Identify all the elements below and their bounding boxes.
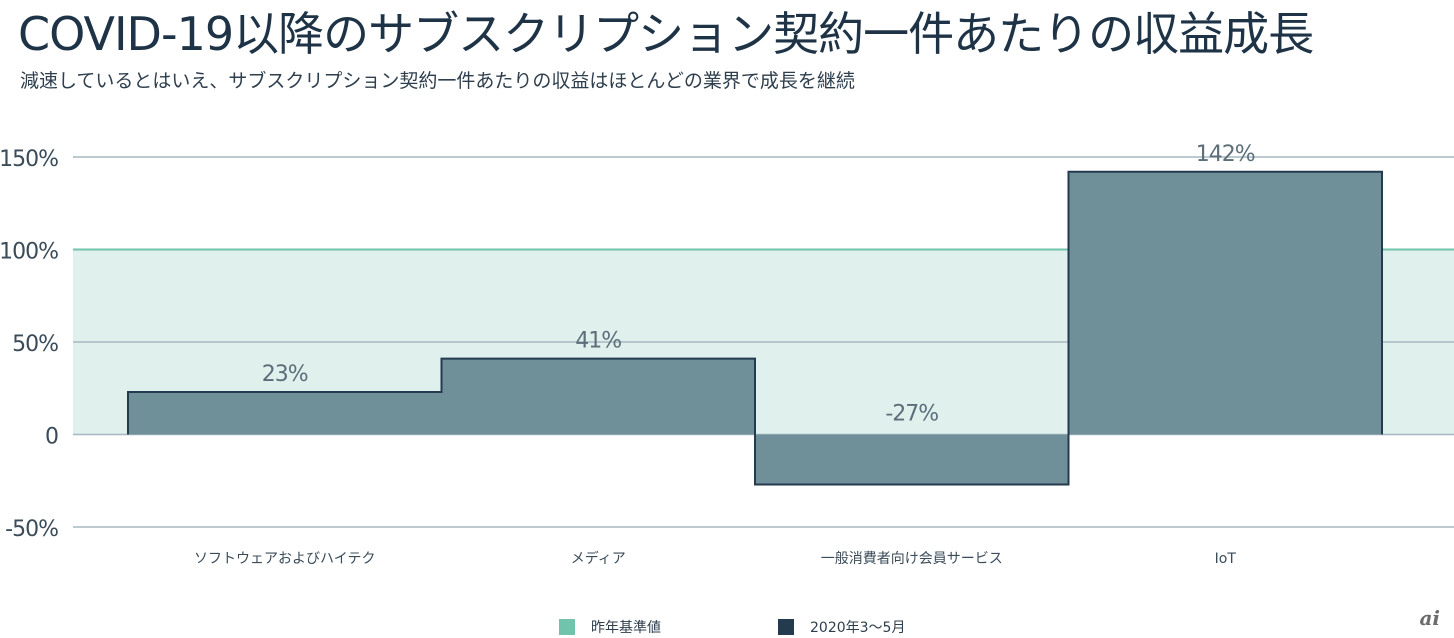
data-label: -27%	[885, 402, 938, 427]
bar-chart: 150% 100% 50% 0 -50% 23% 41% -27% 142% ソフトウェアおよ…	[0, 142, 1454, 567]
legend-label-series: 2020年3〜5月	[810, 620, 906, 636]
bar	[441, 358, 755, 435]
y-tick-label: 150%	[0, 147, 58, 172]
legend: 昨年基準値 2020年3〜5月	[0, 617, 1454, 637]
y-tick-label: 0	[45, 425, 58, 450]
bar	[128, 391, 442, 435]
bar	[755, 434, 1069, 485]
y-tick-label: -50%	[5, 517, 58, 542]
legend-label-baseline: 昨年基準値	[591, 620, 661, 636]
x-tick-label: メディア	[571, 550, 626, 567]
legend-item-baseline: 昨年基準値	[559, 617, 661, 637]
y-tick-label: 100%	[0, 240, 58, 265]
chart-subtitle: 減速しているとはいえ、サブスクリプション契約一件あたりの収益はほとんどの業界で成…	[20, 70, 855, 92]
ai-logo: ai	[1419, 606, 1440, 630]
x-tick-label: 一般消費者向け会員サービス	[821, 551, 1003, 567]
chart-title: COVID-19以降のサブスクリプション契約一件あたりの収益成長	[18, 7, 1314, 61]
bar-outline	[127, 170, 1383, 486]
data-label: 142%	[1196, 142, 1255, 167]
legend-swatch-series	[778, 619, 794, 635]
data-label: 41%	[575, 329, 621, 354]
y-tick-label: 50%	[12, 332, 58, 357]
legend-swatch-baseline	[559, 619, 575, 635]
legend-item-series: 2020年3〜5月	[778, 617, 905, 637]
bar	[1068, 171, 1382, 435]
data-label: 23%	[262, 362, 308, 387]
x-tick-label: IoT	[1215, 551, 1237, 567]
x-tick-label: ソフトウェアおよびハイテク	[194, 551, 375, 567]
